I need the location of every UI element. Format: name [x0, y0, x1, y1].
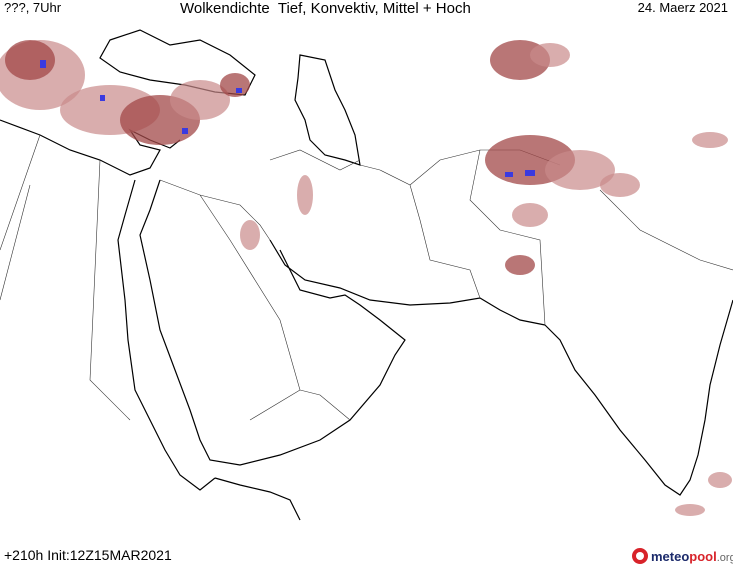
iran-coast — [269, 239, 546, 326]
map — [0, 29, 733, 521]
logo-pool: pool — [689, 549, 716, 564]
logo-icon-inner — [636, 552, 644, 560]
logo-meteo: meteo — [651, 549, 689, 564]
india-coast — [544, 299, 733, 496]
map-title: Wolkendichte Tief, Konvektiv, Mittel + H… — [180, 0, 471, 17]
borders — [0, 134, 733, 421]
red-sea-west — [117, 179, 216, 491]
run-info: +210h Init:12Z15MAR2021 — [4, 547, 172, 563]
caspian-coast — [294, 54, 361, 166]
logo: meteopool.org — [651, 549, 733, 564]
red-sea-east — [139, 179, 406, 466]
logo-tld: .org — [717, 552, 733, 564]
convective-cells — [40, 60, 535, 177]
header-left: ???, 7Uhr — [4, 0, 62, 15]
map-date: 24. Maerz 2021 — [638, 0, 728, 15]
horn-africa-coast — [214, 477, 301, 521]
black-sea-coast — [99, 29, 256, 96]
